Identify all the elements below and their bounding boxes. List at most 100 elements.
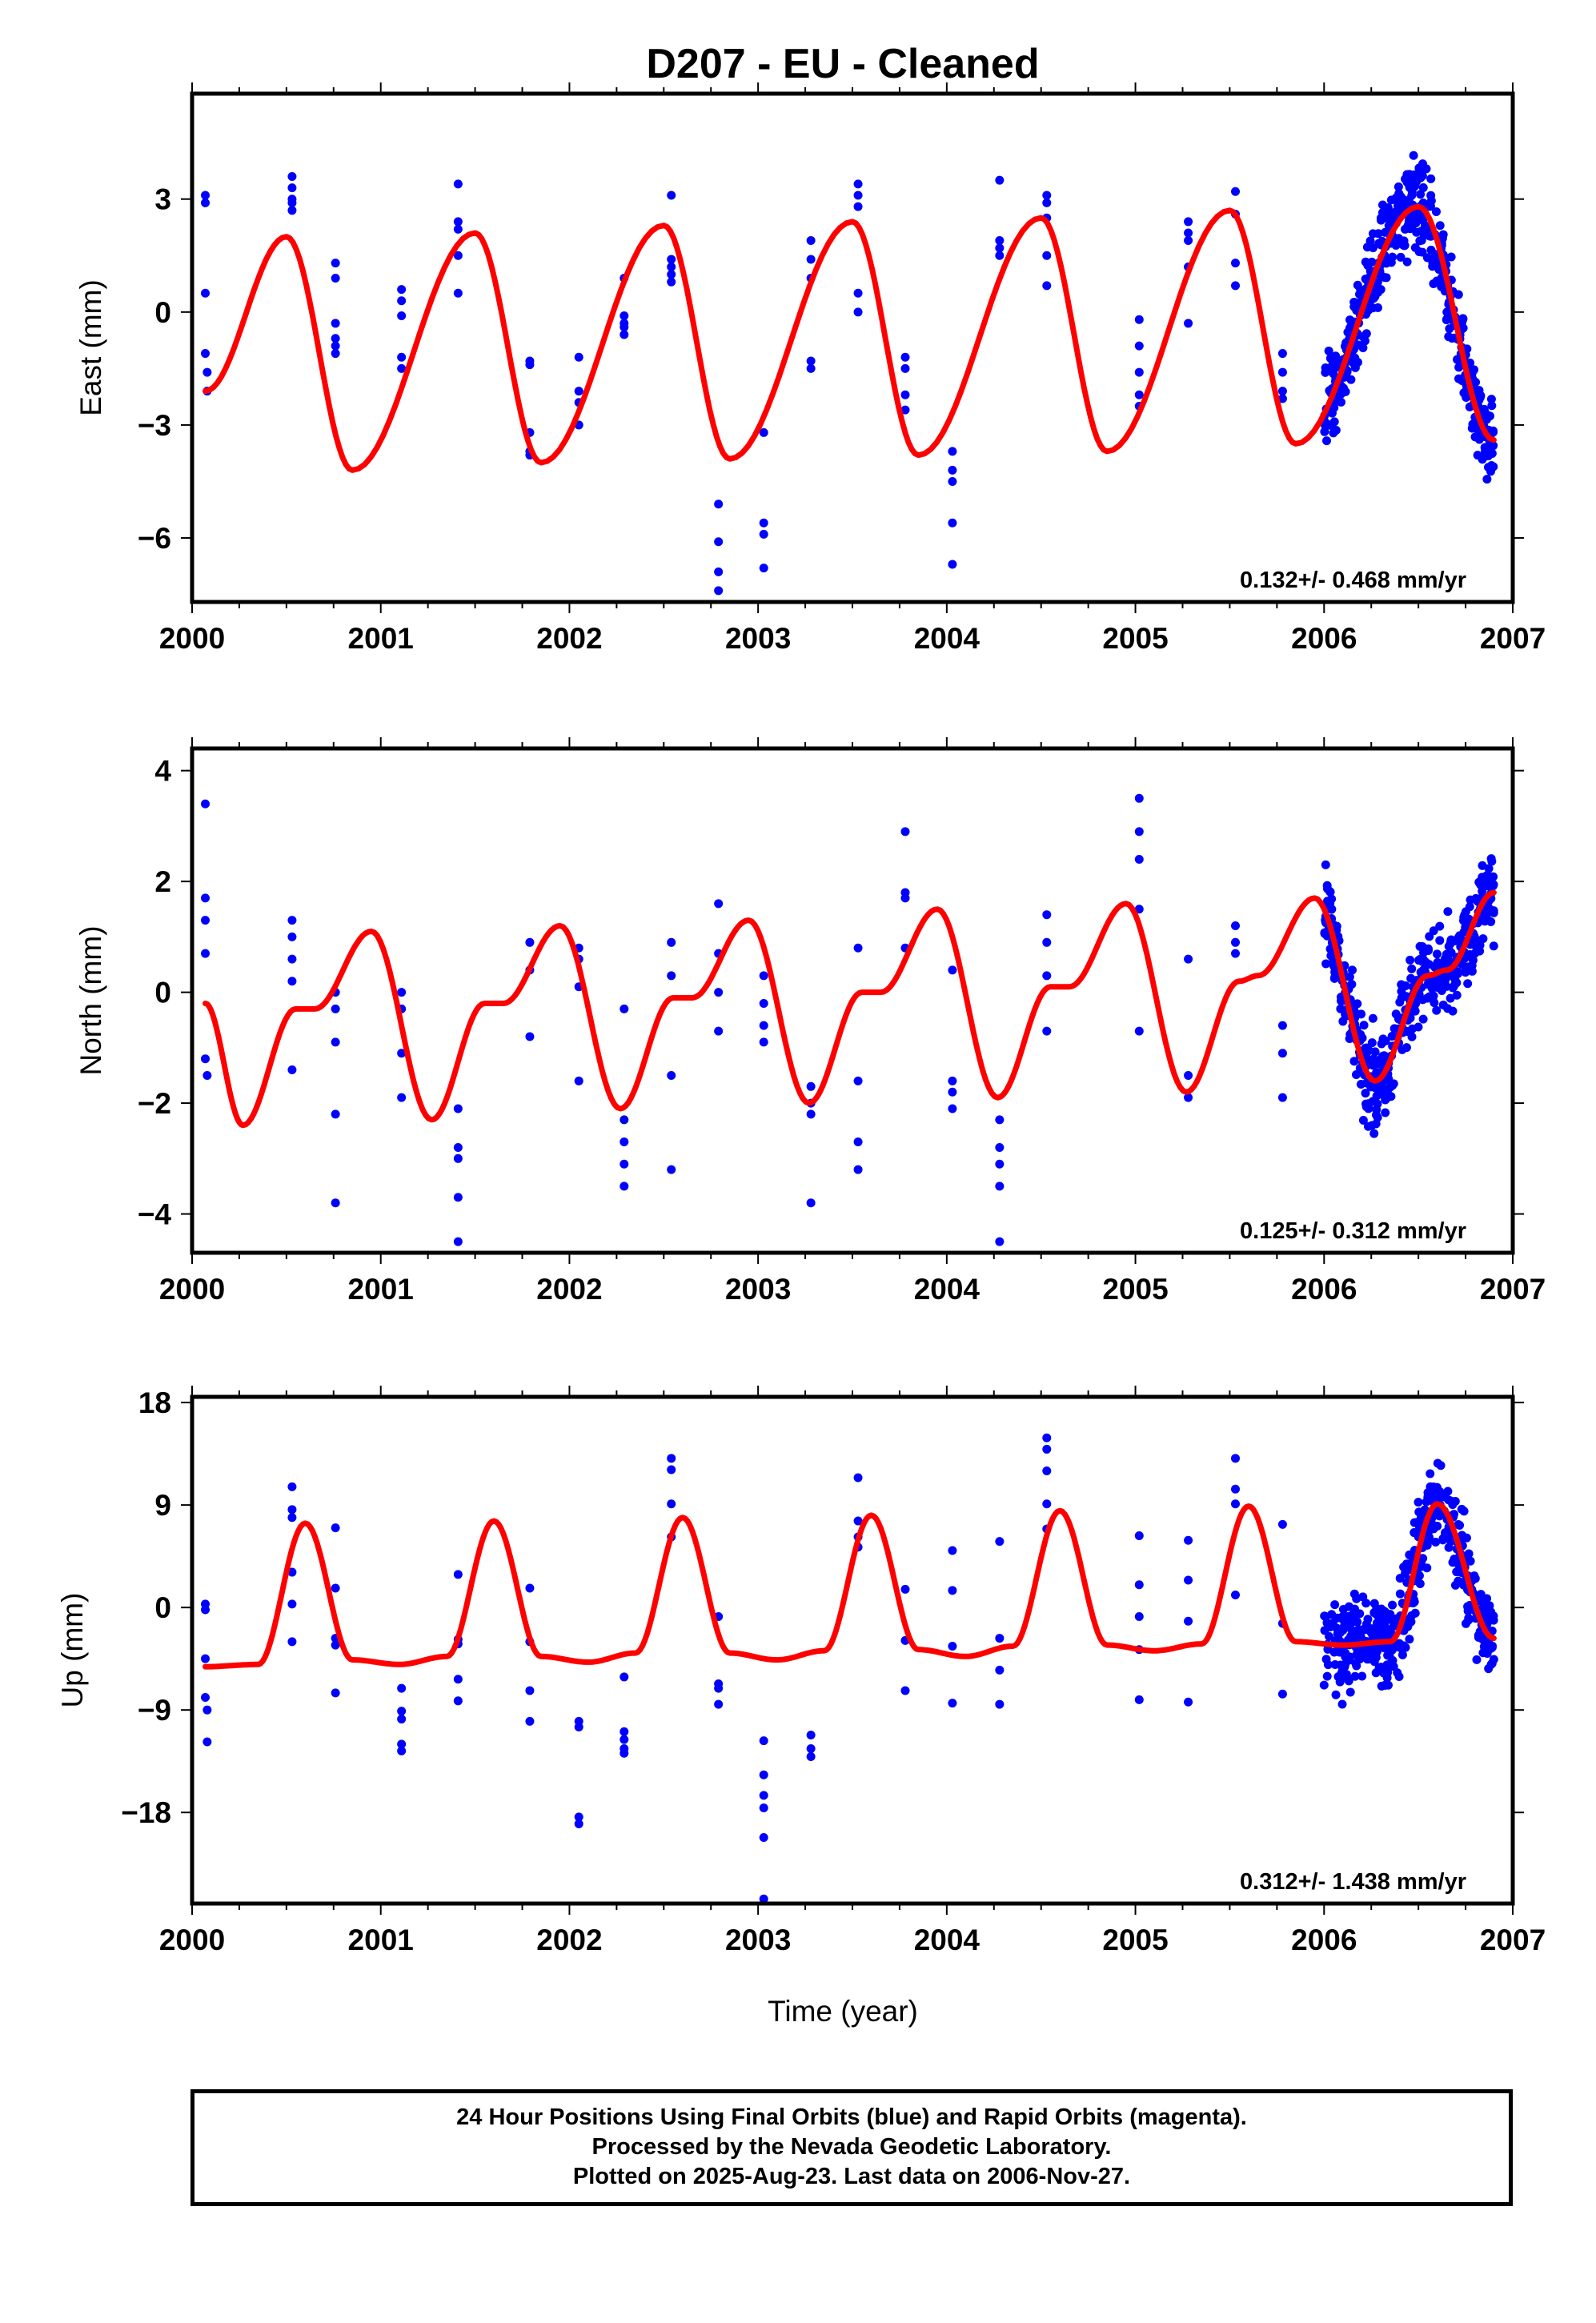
x-tick-label: 2005 [1102,1273,1168,1306]
data-point [759,1791,768,1800]
data-point [1410,243,1420,252]
data-point [1432,1005,1442,1015]
data-point [1400,241,1410,251]
data-point [1478,934,1488,944]
y-tick-label: −4 [138,1198,172,1231]
plot-area [201,150,1498,596]
footer-box: 24 Hour Positions Using Final Orbits (bl… [190,2089,1513,2206]
panel-up: 2000 2001 2002 2003 2004 2005 2006 2007 18 9 0 −9 −1… [56,1386,1546,1956]
data-point [1478,455,1487,464]
data-point [948,1642,957,1651]
data-point [287,1065,297,1075]
data-point [1478,861,1487,870]
x-axis-label: Time (year) [768,1995,918,2028]
data-point [1361,1599,1371,1608]
data-point [1184,1535,1193,1545]
data-point [620,1115,629,1125]
data-point [1377,200,1387,210]
data-point [1382,1660,1392,1670]
data-point [1184,1575,1193,1585]
data-point [1435,921,1445,931]
data-point [1277,1021,1287,1030]
data-point [1331,1690,1341,1699]
data-point [1443,907,1453,917]
data-point [667,1165,676,1174]
x-tick-label: 2000 [159,622,225,655]
data-point [1390,207,1400,217]
data-point [1184,217,1193,227]
data-point [995,175,1005,185]
data-point [1446,993,1455,1003]
data-point [948,560,957,569]
data-point [1042,910,1052,920]
panel-east: 2000 2001 2002 2003 2004 2005 2006 2007 3 0 −3 −6 Ea… [74,82,1546,655]
data-point [620,311,629,321]
data-point [1321,436,1331,446]
data-point [1363,306,1373,315]
data-point [759,1894,768,1904]
data-point [397,285,407,295]
data-point [853,1076,863,1085]
data-point [714,567,724,576]
data-point [1319,1680,1329,1690]
data-point [1478,886,1487,896]
velocity-label: 0.125+/- 0.312 mm/yr [1240,1218,1466,1244]
data-point [806,1752,816,1762]
data-point [331,1198,340,1208]
data-point [1324,346,1333,355]
x-tick-label: 2004 [914,1924,980,1956]
data-point [1471,935,1481,945]
data-point [287,198,297,207]
data-point [1042,281,1052,291]
data-point [1383,1651,1393,1660]
data-point [853,1516,863,1526]
data-point [806,1744,816,1754]
data-point [1042,1026,1052,1036]
data-point [1371,1668,1381,1678]
data-point [287,1599,297,1609]
data-point [1432,1482,1442,1492]
data-point [1489,1611,1498,1621]
plot-frame [190,746,1515,1255]
data-point [1361,1089,1370,1098]
data-point [1440,977,1450,986]
data-point [201,349,210,359]
data-point [667,1465,676,1474]
data-point [1231,921,1240,931]
data-point [948,1699,957,1708]
data-point [1418,1014,1428,1024]
data-point [1325,1631,1334,1641]
data-point [620,1137,629,1147]
data-point [1277,1093,1287,1102]
data-point [1484,873,1494,882]
data-point [331,273,340,283]
data-point [397,1093,407,1102]
data-point [397,296,407,306]
data-point [453,1237,463,1246]
data-point [1384,1074,1393,1084]
x-tick-label: 2001 [348,622,414,655]
data-point [574,1723,583,1732]
data-point [1383,1667,1393,1677]
data-point [1410,1608,1420,1618]
data-point [1350,1671,1360,1681]
data-point [1381,1623,1390,1632]
data-point [1320,427,1329,436]
data-point [287,932,297,941]
data-point [1381,1614,1390,1623]
data-point [1368,1013,1377,1023]
data-point [995,1537,1005,1547]
data-point [331,334,340,343]
data-point [714,1026,724,1036]
data-point [1346,1631,1356,1641]
data-point [1406,224,1415,234]
data-point [201,1605,210,1615]
data-point [1134,1612,1144,1622]
data-point [1487,401,1497,411]
x-tick-label: 2001 [348,1273,414,1306]
data-point [620,1672,629,1682]
data-point [1426,1469,1435,1478]
data-point [397,1746,407,1755]
x-tick-label: 2007 [1480,1924,1546,1956]
x-tick-label: 2005 [1102,622,1168,655]
